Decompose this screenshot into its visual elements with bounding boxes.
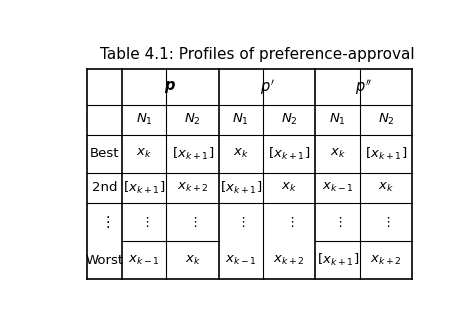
Text: $N_1$: $N_1$ xyxy=(233,112,249,127)
Text: $\boldsymbol{p}$: $\boldsymbol{p}$ xyxy=(164,79,176,95)
Text: $x_{k-1}$: $x_{k-1}$ xyxy=(128,254,160,267)
Text: $\vdots$: $\vdots$ xyxy=(140,215,149,229)
Text: $x_k$: $x_k$ xyxy=(136,147,152,160)
Text: $x_k$: $x_k$ xyxy=(185,254,200,267)
Text: $x_k$: $x_k$ xyxy=(330,147,346,160)
Text: $N_2$: $N_2$ xyxy=(377,112,394,127)
Text: $\vdots$: $\vdots$ xyxy=(333,215,343,229)
Text: Worst: Worst xyxy=(85,254,123,267)
Text: $N_2$: $N_2$ xyxy=(281,112,298,127)
Text: $x_k$: $x_k$ xyxy=(281,181,297,194)
Text: $\vdots$: $\vdots$ xyxy=(188,215,197,229)
Text: $\vdots$: $\vdots$ xyxy=(100,214,110,230)
Text: 2nd: 2nd xyxy=(92,181,117,194)
Text: $[x_{k+1}]$: $[x_{k+1}]$ xyxy=(123,180,165,196)
Text: $x_{k-1}$: $x_{k-1}$ xyxy=(322,181,354,194)
Text: $[x_{k+1}]$: $[x_{k+1}]$ xyxy=(171,146,213,162)
Text: $x_k$: $x_k$ xyxy=(378,181,394,194)
Text: Best: Best xyxy=(90,147,119,160)
Text: $N_1$: $N_1$ xyxy=(329,112,346,127)
Text: $x_{k+2}$: $x_{k+2}$ xyxy=(370,254,402,267)
Text: $[x_{k+1}]$: $[x_{k+1}]$ xyxy=(268,146,310,162)
Text: $\boldsymbol{p'}$: $\boldsymbol{p'}$ xyxy=(260,77,274,97)
Text: $x_{k+2}$: $x_{k+2}$ xyxy=(274,254,305,267)
Text: $x_k$: $x_k$ xyxy=(233,147,249,160)
Text: $\boldsymbol{p''}$: $\boldsymbol{p''}$ xyxy=(355,77,373,97)
Text: $\vdots$: $\vdots$ xyxy=(382,215,391,229)
Text: $[x_{k+1}]$: $[x_{k+1}]$ xyxy=(365,146,407,162)
Text: $x_{k+2}$: $x_{k+2}$ xyxy=(177,181,208,194)
Text: $[x_{k+1}]$: $[x_{k+1}]$ xyxy=(220,180,262,196)
Text: $\vdots$: $\vdots$ xyxy=(285,215,294,229)
Text: Table 4.1: Profiles of preference-approval: Table 4.1: Profiles of preference-approv… xyxy=(100,46,414,61)
Text: $x_{k-1}$: $x_{k-1}$ xyxy=(225,254,257,267)
Text: $N_1$: $N_1$ xyxy=(136,112,153,127)
Text: $\vdots$: $\vdots$ xyxy=(236,215,246,229)
Text: $[x_{k+1}]$: $[x_{k+1}]$ xyxy=(316,252,359,268)
Text: $N_2$: $N_2$ xyxy=(184,112,201,127)
